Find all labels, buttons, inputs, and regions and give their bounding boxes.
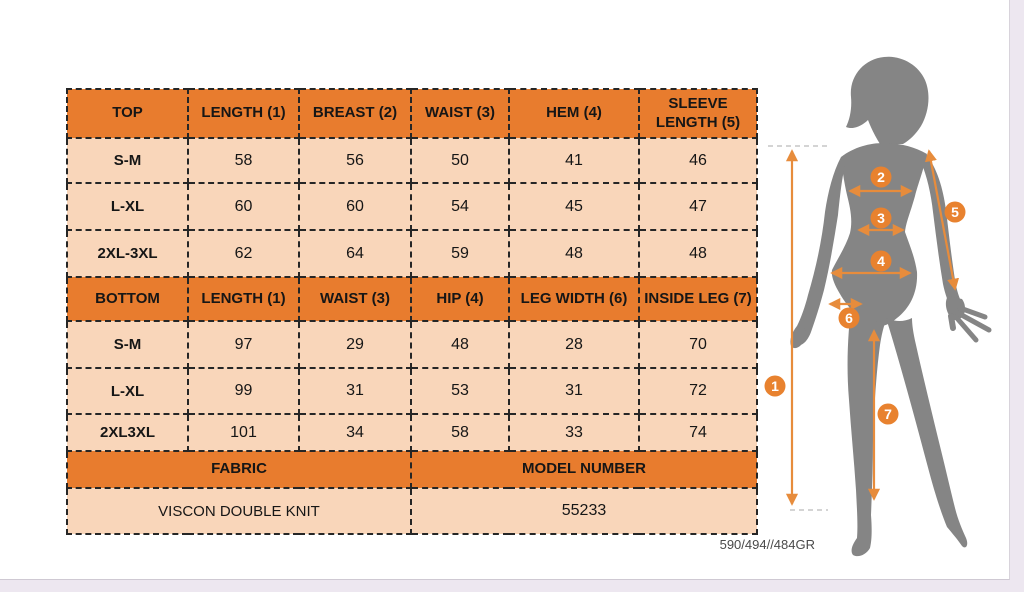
value-cell: 60 [298, 182, 412, 231]
value-cell: 46 [638, 137, 758, 184]
value-cell: 62 [187, 229, 300, 278]
table-row: L-XL 60 60 54 45 47 [66, 182, 758, 231]
value-cell: 31 [298, 367, 412, 415]
value-cell: 31 [508, 367, 640, 415]
value-cell: 50 [410, 137, 510, 184]
size-cell: 2XL-3XL [66, 229, 189, 278]
value-cell: 59 [410, 229, 510, 278]
value-cell: 48 [410, 320, 510, 369]
bottom-header-row: BOTTOM LENGTH (1) WAIST (3) HIP (4) LEG … [66, 276, 758, 322]
marker-3: 3 [870, 207, 892, 229]
fabric-value-cell: VISCON DOUBLE KNIT [66, 487, 412, 535]
value-cell: 34 [298, 413, 412, 452]
value-cell: 45 [508, 182, 640, 231]
footer-header-row: FABRIC MODEL NUMBER [66, 450, 758, 489]
svg-text:6: 6 [845, 310, 853, 326]
header-cell-sleeve-length: SLEEVE LENGTH (5) [638, 88, 758, 139]
svg-text:3: 3 [877, 210, 885, 226]
value-cell: 64 [298, 229, 412, 278]
header-cell-length: LENGTH (1) [187, 276, 300, 322]
value-cell: 54 [410, 182, 510, 231]
footer-value-row: VISCON DOUBLE KNIT 55233 [66, 487, 758, 535]
size-cell: 2XL3XL [66, 413, 189, 452]
size-cell: L-XL [66, 182, 189, 231]
header-cell-hem: HEM (4) [508, 88, 640, 139]
top-header-row: TOP LENGTH (1) BREAST (2) WAIST (3) HEM … [66, 88, 758, 139]
silhouette-head [846, 56, 929, 144]
table-row: L-XL 99 31 53 31 72 [66, 367, 758, 415]
value-cell: 74 [638, 413, 758, 452]
value-cell: 58 [410, 413, 510, 452]
svg-text:5: 5 [951, 204, 959, 220]
marker-1: 1 [764, 375, 786, 397]
value-cell: 97 [187, 320, 300, 369]
header-cell-model-number: MODEL NUMBER [410, 450, 758, 489]
woman-silhouette [790, 56, 992, 557]
svg-text:1: 1 [771, 378, 779, 394]
size-cell: S-M [66, 320, 189, 369]
table-row: S-M 58 56 50 41 46 [66, 137, 758, 184]
header-cell-fabric: FABRIC [66, 450, 412, 489]
guide-dashes [768, 145, 828, 511]
value-cell: 47 [638, 182, 758, 231]
figure-svg: 1 2 3 4 5 6 7 [764, 56, 992, 557]
value-cell: 48 [508, 229, 640, 278]
value-cell: 48 [638, 229, 758, 278]
reference-code: 590/494//484GR [719, 537, 815, 552]
value-cell: 33 [508, 413, 640, 452]
value-cell: 101 [187, 413, 300, 452]
value-cell: 70 [638, 320, 758, 369]
marker-7: 7 [877, 403, 899, 425]
header-cell-inside-leg: INSIDE LEG (7) [638, 276, 758, 322]
silhouette-right-leg [886, 318, 968, 548]
silhouette-left-arm [794, 157, 846, 346]
silhouette-left-leg [847, 300, 886, 557]
header-cell-leg-width: LEG WIDTH (6) [508, 276, 640, 322]
measurement-arrows [785, 149, 960, 506]
value-cell: 56 [298, 137, 412, 184]
value-cell: 60 [187, 182, 300, 231]
value-cell: 58 [187, 137, 300, 184]
value-cell: 28 [508, 320, 640, 369]
value-cell: 99 [187, 367, 300, 415]
size-cell: S-M [66, 137, 189, 184]
svg-text:4: 4 [877, 253, 885, 269]
header-cell-hip: HIP (4) [410, 276, 510, 322]
marker-6: 6 [838, 307, 860, 329]
header-cell-breast: BREAST (2) [298, 88, 412, 139]
svg-text:2: 2 [877, 169, 885, 185]
header-cell-waist: WAIST (3) [298, 276, 412, 322]
measurement-figure: 1 2 3 4 5 6 7 [760, 40, 1010, 580]
value-cell: 72 [638, 367, 758, 415]
value-cell: 41 [508, 137, 640, 184]
marker-2: 2 [870, 166, 892, 188]
value-cell: 29 [298, 320, 412, 369]
right-hand-fingers [948, 305, 992, 343]
silhouette-right-arm [921, 154, 963, 310]
figure-markers: 1 2 3 4 5 6 7 [764, 166, 966, 425]
model-number-value-cell: 55233 [410, 487, 758, 535]
header-cell-waist: WAIST (3) [410, 88, 510, 139]
header-cell-bottom: BOTTOM [66, 276, 189, 322]
value-cell: 53 [410, 367, 510, 415]
marker-4: 4 [870, 250, 892, 272]
header-cell-top: TOP [66, 88, 189, 139]
arrow-5-sleeve [924, 149, 960, 291]
table-row: S-M 97 29 48 28 70 [66, 320, 758, 369]
size-cell: L-XL [66, 367, 189, 415]
table-row: 2XL3XL 101 34 58 33 74 [66, 413, 758, 452]
table-row: 2XL-3XL 62 64 59 48 48 [66, 229, 758, 278]
header-cell-length: LENGTH (1) [187, 88, 300, 139]
marker-5: 5 [944, 201, 966, 223]
size-chart-table: TOP LENGTH (1) BREAST (2) WAIST (3) HEM … [66, 88, 758, 535]
svg-text:7: 7 [884, 406, 892, 422]
